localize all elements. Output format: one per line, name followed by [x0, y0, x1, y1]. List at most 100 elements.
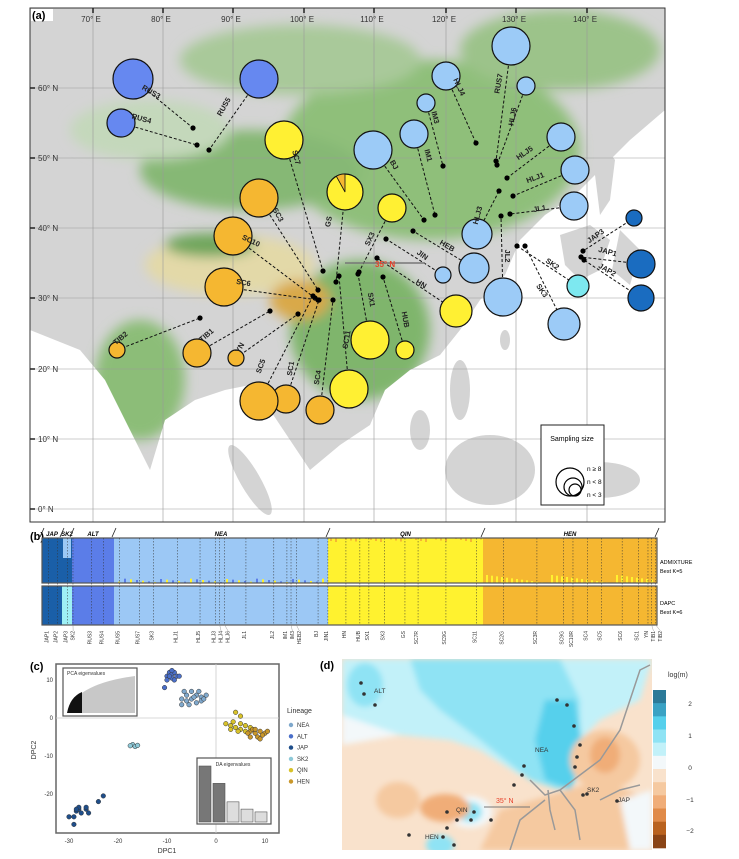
sampling-location-dot	[310, 293, 316, 299]
admixture-group-nea	[114, 538, 328, 583]
site-connector	[385, 238, 444, 276]
admixture-bar	[316, 581, 318, 583]
dapc-group-alt	[72, 586, 114, 625]
site-hlj5: HLJ5	[504, 122, 576, 181]
point-jap	[66, 814, 72, 820]
sampling-location-dot	[514, 243, 520, 249]
admixture-bar	[641, 578, 643, 583]
admixture-bar	[148, 581, 150, 583]
admixture-bar	[506, 577, 508, 583]
lon-tick-label: 70° E	[81, 15, 101, 24]
admixture-bar	[551, 575, 553, 583]
population-label: RUS3	[87, 631, 93, 645]
point-qin	[228, 726, 234, 732]
sampling-location-dot	[267, 308, 273, 314]
sampling-dot	[373, 703, 377, 707]
site-connector	[524, 245, 565, 325]
legend-title: Sampling size	[550, 436, 594, 443]
da-eigen-bar	[254, 811, 268, 823]
sampling-dot	[585, 792, 589, 796]
sampling-location-dot	[333, 279, 339, 285]
lon-tick-label: 80° E	[151, 15, 171, 24]
point-nea	[191, 694, 197, 700]
colorbar-swatch	[653, 755, 666, 770]
legend-label: SK2	[297, 757, 309, 763]
point-alt	[171, 677, 177, 683]
admixture-bar	[621, 575, 623, 583]
sampling-dot	[359, 681, 363, 685]
sampling-location-dot	[190, 125, 196, 131]
site-bj: BJ	[353, 130, 427, 223]
colorbar-swatch	[653, 808, 666, 822]
legend-label: JAP	[297, 746, 308, 752]
point-alt	[164, 677, 170, 683]
point-hen	[247, 734, 253, 740]
site-circle	[627, 284, 655, 312]
legend-marker-nea	[288, 722, 294, 728]
admixture-bar	[355, 538, 357, 542]
dapc-group-hen	[483, 586, 657, 625]
admixture-bar	[380, 538, 382, 542]
site-connector	[582, 217, 635, 252]
point-hen	[257, 728, 263, 734]
site-circle	[112, 58, 154, 100]
population-label: SC10R	[569, 631, 575, 648]
panel-a-frame	[29, 7, 666, 523]
admixture-bar	[415, 538, 417, 540]
point-nea	[184, 698, 190, 704]
sampling-dot	[362, 692, 366, 696]
admixture-bar	[304, 580, 306, 583]
site-circle	[434, 266, 452, 284]
sampling-dot	[445, 810, 449, 814]
site-sk3: SK3	[522, 243, 581, 341]
region-label-nea: NEA	[535, 747, 549, 754]
admixture-bar	[646, 579, 648, 583]
site-circle	[625, 209, 643, 227]
admixture-bar	[370, 538, 372, 540]
site-sc5: SC5	[239, 293, 316, 421]
population-label: SC3R	[533, 631, 539, 645]
sampling-location-dot	[440, 163, 446, 169]
site-circle	[106, 108, 136, 138]
admixture-bar	[292, 579, 294, 583]
site-circle	[491, 26, 531, 66]
admixture-bar	[256, 578, 258, 583]
legend-marker-qin	[288, 768, 294, 773]
lat-tick-label: 40° N	[38, 224, 58, 233]
site-sc4: SC4	[305, 297, 336, 425]
legend-label: HEN	[297, 780, 310, 786]
admixture-bar	[566, 577, 568, 583]
site-circle	[483, 277, 523, 317]
colorbar-swatch	[653, 834, 666, 849]
x-tick-label: -20	[114, 839, 123, 845]
graticule	[30, 8, 665, 522]
site-label: JL2	[503, 250, 512, 263]
population-label: SC4	[583, 631, 589, 641]
admixture-group-sk2	[62, 538, 72, 583]
da-eigen-bar	[226, 801, 240, 823]
sampling-location-dot	[355, 271, 361, 277]
group-label: ALT	[86, 532, 100, 538]
population-label: JL2	[270, 631, 276, 639]
admixture-bar	[274, 580, 276, 583]
population-label: SK3	[150, 631, 156, 641]
population-leader	[651, 624, 654, 632]
dapc-group-qin	[328, 586, 483, 625]
site-circle	[626, 249, 656, 279]
site-sx1: SX1	[350, 271, 390, 360]
site-connector	[516, 245, 579, 287]
group-divider	[69, 527, 75, 538]
admixture-bar	[184, 581, 186, 583]
site-label: IM3	[429, 110, 441, 124]
point-jap	[71, 821, 77, 827]
site-connector	[382, 276, 406, 351]
sampling-location-dot	[295, 311, 301, 317]
point-alt	[162, 685, 168, 691]
site-circle	[350, 320, 390, 360]
group-divider	[39, 527, 45, 538]
admixture-bar	[142, 580, 144, 583]
population-label: SK2	[71, 631, 77, 641]
sampling-dot	[581, 793, 585, 797]
da-eigen-bar	[212, 783, 226, 823]
site-label: IM1	[422, 148, 434, 162]
